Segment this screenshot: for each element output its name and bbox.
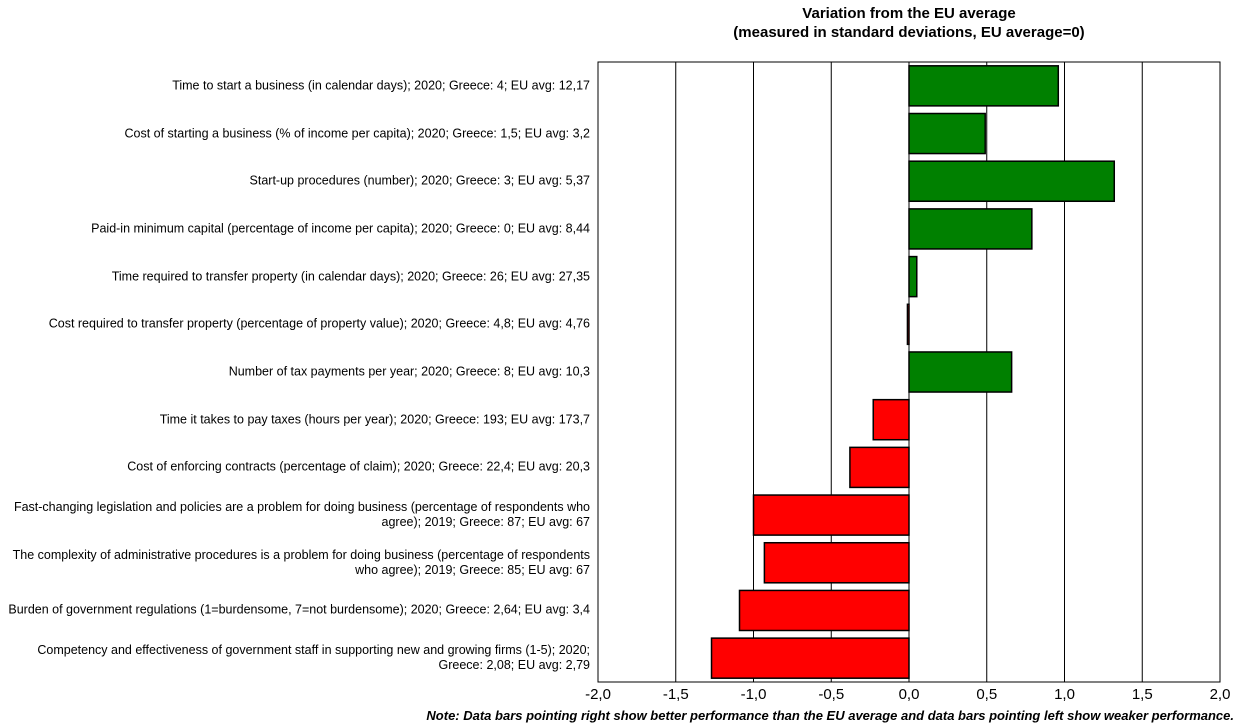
chart-note: Note: Data bars pointing right show bett… — [426, 708, 1234, 723]
chart-title: Variation from the EU average (measured … — [598, 4, 1220, 42]
bar — [752, 494, 910, 536]
x-tick-label: -2,0 — [585, 686, 611, 703]
bar — [872, 398, 910, 441]
chart-title-line1: Variation from the EU average — [802, 5, 1016, 22]
bar — [908, 351, 1013, 393]
bar — [908, 65, 1060, 107]
bar — [738, 589, 910, 632]
bar — [908, 160, 1116, 203]
bars — [710, 65, 1116, 679]
bar — [763, 541, 910, 584]
bar — [849, 446, 910, 489]
bar — [908, 112, 986, 155]
bar — [906, 303, 910, 346]
plot-area-frame — [597, 61, 1221, 683]
x-tick-label: 1,5 — [1131, 686, 1153, 703]
x-tick-label: -1,0 — [740, 686, 767, 703]
x-tick-label: -1,5 — [662, 686, 689, 703]
chart-title-line2: (measured in standard deviations, EU ave… — [733, 24, 1085, 41]
x-tick-label: 0,5 — [976, 686, 998, 703]
x-tick-label: 1,0 — [1054, 686, 1075, 703]
x-tick-label: 0,0 — [898, 686, 920, 703]
x-tick-label: 2,0 — [1209, 686, 1231, 703]
bar — [908, 255, 918, 298]
x-tick-label: -0,5 — [818, 686, 845, 703]
bar — [908, 208, 1033, 250]
bar — [710, 637, 910, 679]
